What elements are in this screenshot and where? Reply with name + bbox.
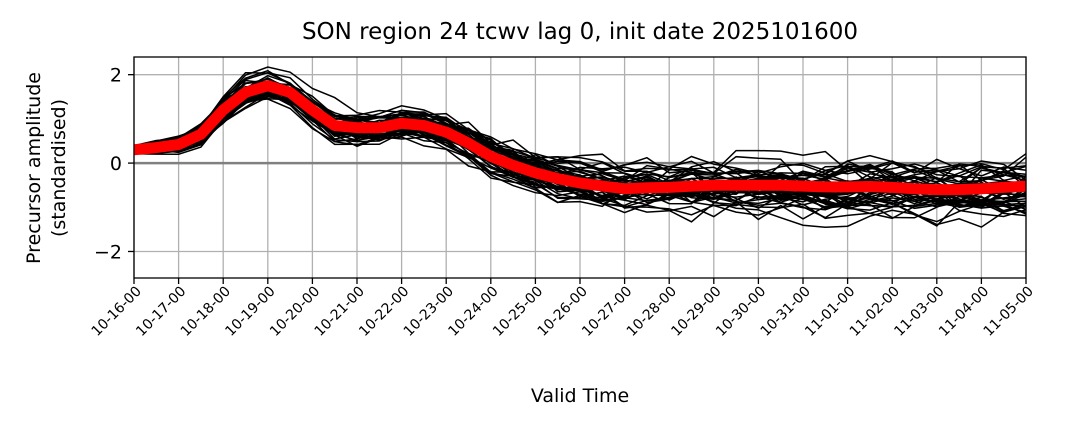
y-axis-label-line-2: (standardised) bbox=[48, 99, 70, 237]
y-axis: −2 0 2 bbox=[94, 65, 134, 263]
ensemble-member-line bbox=[134, 90, 1026, 183]
x-axis: 10-16-0010-17-0010-18-0010-19-0010-20-00… bbox=[89, 278, 1037, 340]
ensemble-mean-line bbox=[134, 80, 1026, 196]
y-tick-label: −2 bbox=[94, 241, 122, 263]
y-tick-label: 0 bbox=[110, 153, 122, 175]
y-tick-label: 2 bbox=[110, 65, 122, 87]
y-axis-label-line-1: Precursor amplitude bbox=[23, 72, 45, 264]
plot-area bbox=[133, 56, 1027, 279]
x-axis-label: Valid Time bbox=[531, 385, 629, 407]
chart-title: SON region 24 tcwv lag 0, init date 2025… bbox=[302, 19, 858, 45]
